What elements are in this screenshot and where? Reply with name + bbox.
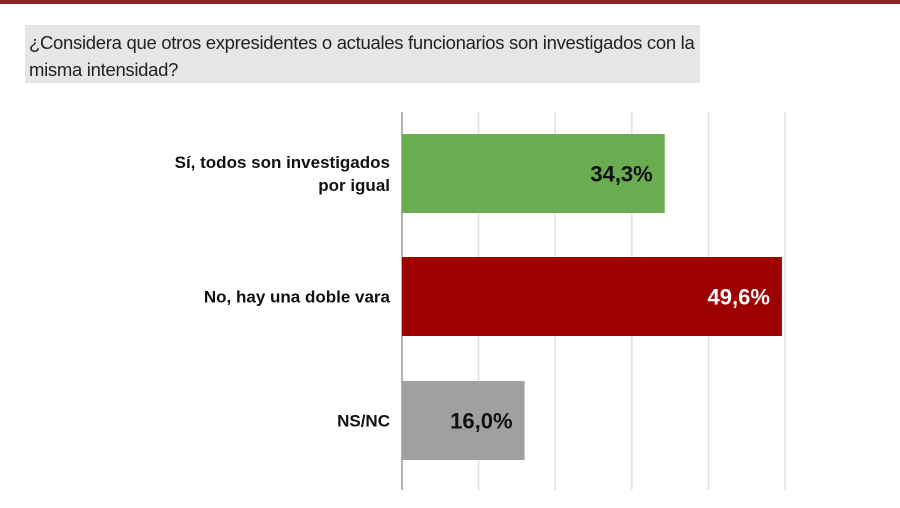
top-accent-bar bbox=[0, 0, 900, 4]
category-label: Sí, todos son investigados bbox=[175, 153, 390, 172]
chart-title: ¿Considera que otros expresidentes o act… bbox=[25, 25, 700, 83]
bar bbox=[402, 134, 665, 213]
bar bbox=[402, 257, 782, 336]
category-label: No, hay una doble vara bbox=[204, 288, 391, 307]
data-label: 34,3% bbox=[590, 162, 652, 187]
category-label: por igual bbox=[318, 176, 390, 195]
data-label: 16,0% bbox=[450, 409, 512, 434]
category-label: NS/NC bbox=[337, 412, 390, 431]
bar bbox=[402, 381, 525, 460]
data-label: 49,6% bbox=[708, 285, 770, 310]
